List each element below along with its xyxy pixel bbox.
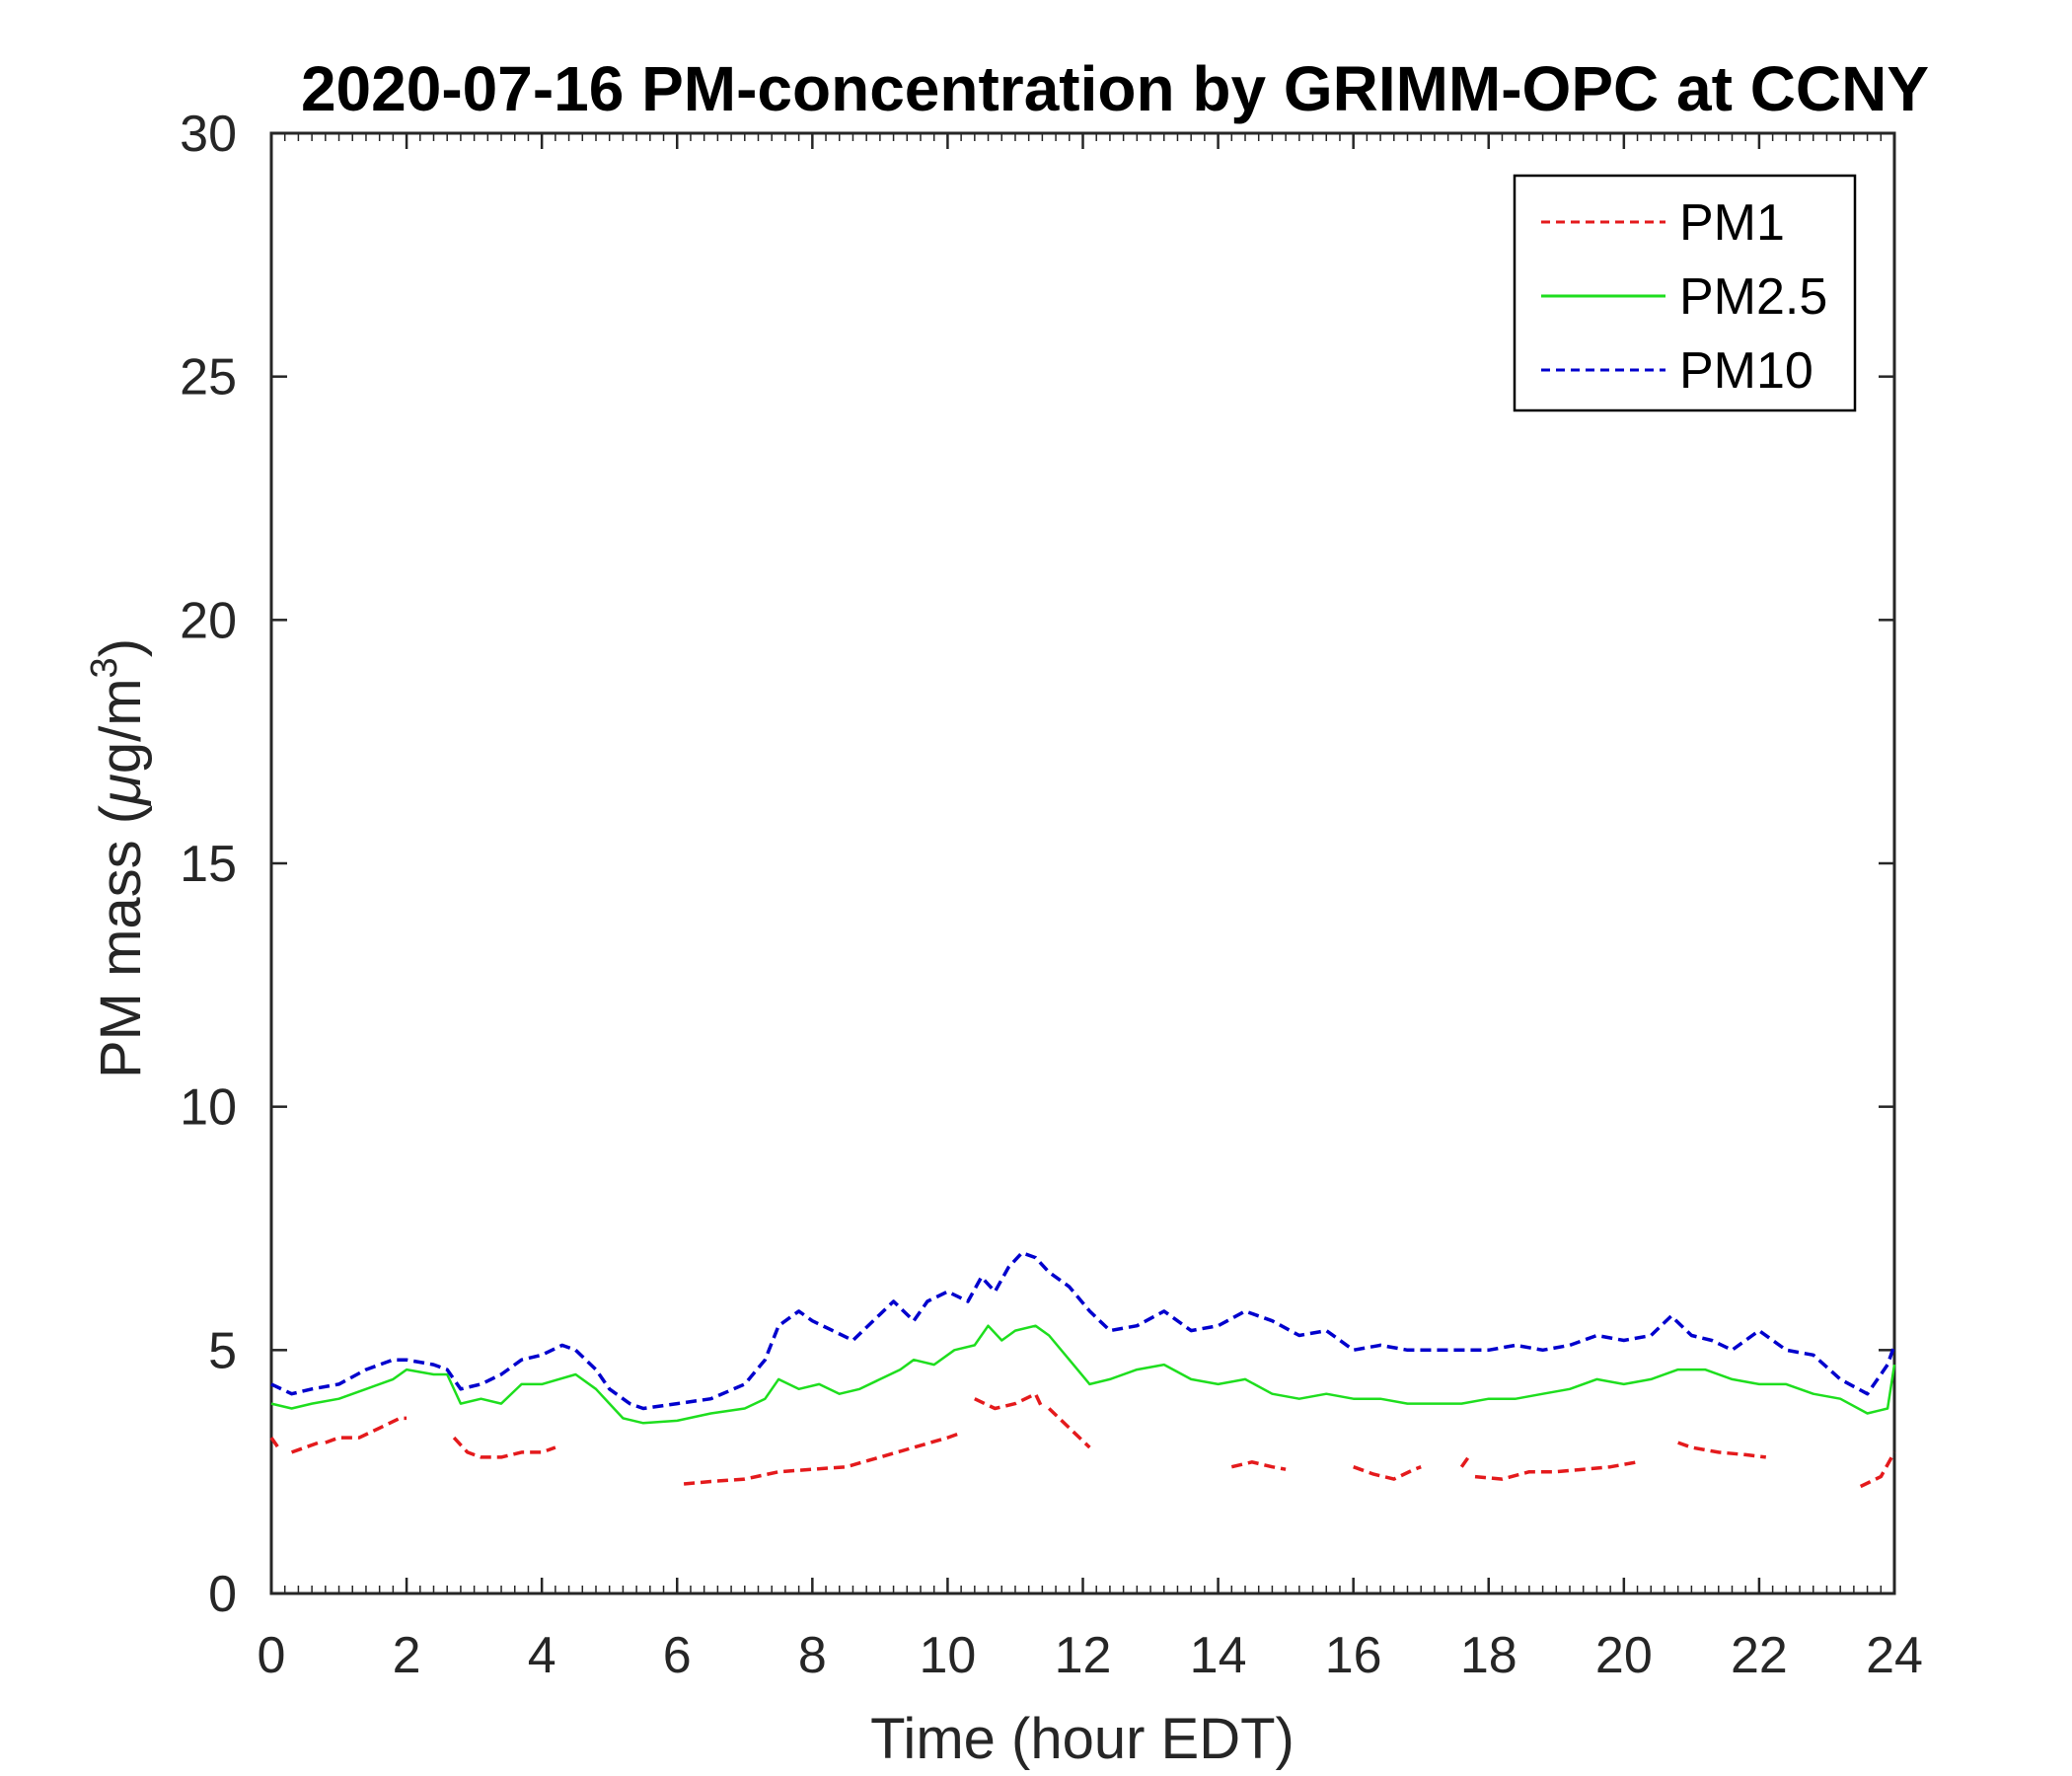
x-tick-label: 4	[528, 1627, 556, 1684]
y-axis-label-unit: g/m	[89, 678, 153, 774]
y-tick-label: 20	[180, 592, 237, 649]
x-tick-label: 18	[1460, 1627, 1517, 1684]
x-tick-label: 8	[798, 1627, 827, 1684]
y-axis-label-main: PM mass (	[89, 805, 153, 1078]
legend-label-pm1: PM1	[1679, 194, 1785, 252]
y-axis-label-mu: μ	[89, 774, 153, 807]
y-tick-labels: 0 5 10 15 20 25 30	[180, 106, 237, 1623]
y-tick-label: 5	[208, 1322, 237, 1379]
series-line-pm2-5	[270, 1324, 1896, 1425]
x-tick-label: 22	[1731, 1627, 1788, 1684]
chart-title: 2020-07-16 PM-concentration by GRIMM-OPC…	[301, 53, 1929, 124]
y-axis-label: PM mass (μg/m3)	[84, 638, 153, 1078]
axis-ticks	[269, 131, 1896, 1595]
y-tick-label: 10	[180, 1079, 237, 1137]
x-tick-labels: 0 2 4 6 8 10 12 14 16 18 20 22 24	[258, 1627, 1923, 1684]
x-axis-label: Time (hour EDT)	[870, 1707, 1295, 1771]
series-line-pm1	[269, 1391, 1896, 1489]
y-tick-label: 0	[208, 1566, 237, 1623]
x-tick-label: 12	[1055, 1627, 1112, 1684]
x-tick-label: 10	[919, 1627, 976, 1684]
legend: PM1 PM2.5 PM10	[1513, 174, 1857, 412]
y-axis-label-close: )	[89, 638, 153, 657]
legend-label-pm2-5: PM2.5	[1679, 268, 1827, 326]
legend-label-pm10: PM10	[1679, 342, 1813, 400]
x-tick-label: 16	[1325, 1627, 1382, 1684]
x-tick-label: 0	[258, 1627, 286, 1684]
x-tick-label: 2	[393, 1627, 421, 1684]
y-tick-label: 30	[180, 106, 237, 163]
x-tick-label: 14	[1190, 1627, 1247, 1684]
y-axis-label-exponent: 3	[84, 657, 125, 678]
x-tick-label: 20	[1595, 1627, 1653, 1684]
series-layer	[269, 1250, 1896, 1489]
x-tick-label: 6	[663, 1627, 692, 1684]
series-line-pm10	[270, 1250, 1896, 1411]
y-tick-label: 15	[180, 836, 237, 893]
y-tick-label: 25	[180, 349, 237, 407]
x-tick-label: 24	[1866, 1627, 1923, 1684]
